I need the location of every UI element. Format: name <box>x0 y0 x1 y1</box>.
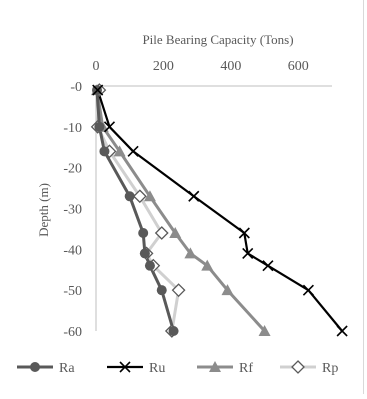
data-point-ra <box>94 121 105 132</box>
y-tick-label: -10 <box>63 121 82 136</box>
data-point-ru <box>302 284 314 296</box>
data-point-ra <box>124 191 135 202</box>
data-point-ru <box>188 190 200 202</box>
legend-label: Rp <box>322 361 338 376</box>
y-tick-label: -60 <box>63 325 82 340</box>
data-point-ru <box>127 145 139 157</box>
legend: Ra Ru Rf Rp <box>17 360 338 376</box>
data-point-rf <box>201 259 214 271</box>
data-point-ru <box>103 121 116 133</box>
data-point-ru <box>336 325 348 337</box>
data-point-rf <box>184 247 197 259</box>
data-point-rf <box>169 227 182 238</box>
x-tick-label: 400 <box>220 59 241 74</box>
y-tick-label: -50 <box>63 284 82 299</box>
data-point-rp <box>132 189 147 204</box>
legend-item-ru: Ru <box>107 361 165 376</box>
x-axis-title: Pile Bearing Capacity (Tons) <box>142 32 293 47</box>
data-point-ra <box>99 146 110 157</box>
legend-swatch-marker <box>30 362 40 372</box>
data-point-ra <box>138 228 149 238</box>
data-point-ra <box>156 285 167 296</box>
data-point-ru <box>242 247 254 259</box>
data-point-ru <box>238 227 250 239</box>
legend-item-ra: Ra <box>17 361 75 376</box>
x-tick-label: 0 <box>93 59 100 74</box>
legend-swatch-marker <box>119 361 131 373</box>
y-tick-label: -20 <box>63 162 82 177</box>
data-point-rf <box>258 325 271 336</box>
frame-border <box>363 0 364 394</box>
y-tick-label: -30 <box>63 203 82 218</box>
data-point-ra <box>144 260 155 271</box>
legend-item-rf: Rf <box>197 361 253 376</box>
x-tick-label: 200 <box>153 59 174 74</box>
x-tick-label: 600 <box>288 59 309 74</box>
legend-label: Ra <box>59 361 75 376</box>
legend-label: Ru <box>149 361 165 376</box>
legend-label: Rf <box>239 361 253 376</box>
data-point-rf <box>113 145 126 157</box>
data-point-ra <box>168 326 179 336</box>
data-point-rp <box>171 283 186 298</box>
y-tick-label: -40 <box>63 243 82 258</box>
legend-swatch-marker <box>291 360 305 374</box>
data-point-ru <box>262 260 274 272</box>
legend-swatch-marker <box>209 361 221 372</box>
data-point-rp <box>154 226 169 240</box>
data-point-ra <box>139 248 150 259</box>
y-axis-title: Depth (m) <box>36 183 51 237</box>
plot-area: 0 200 400 600 -0 -10 -20 -30 -40 -50 -60 <box>63 59 348 340</box>
data-point-rf <box>221 284 234 296</box>
data-point-ru <box>92 84 104 96</box>
y-tick-label: -0 <box>70 80 82 95</box>
data-point-rf <box>143 190 156 202</box>
legend-item-rp: Rp <box>280 360 338 376</box>
